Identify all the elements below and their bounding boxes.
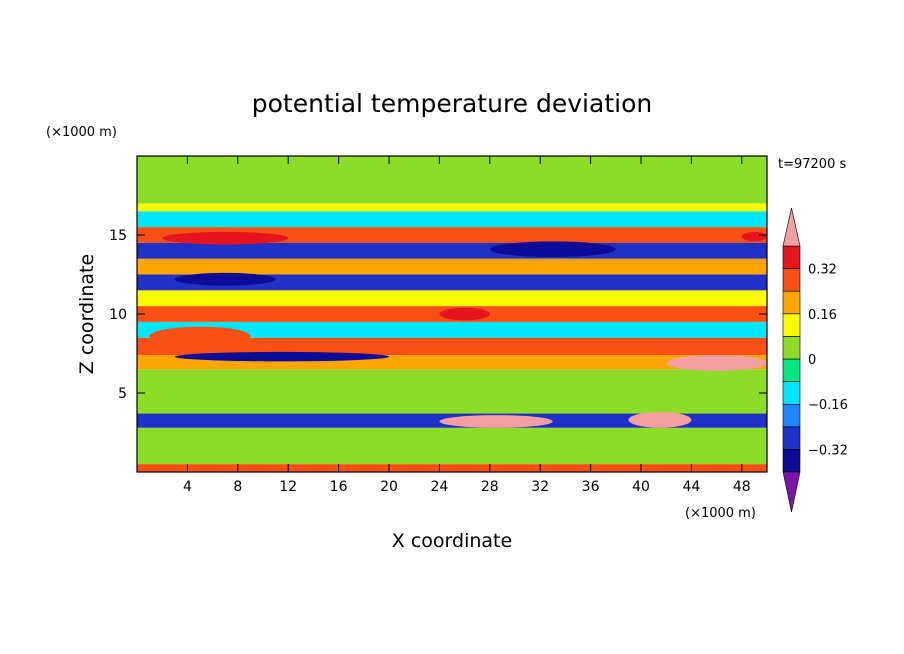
- field-band: [137, 321, 767, 338]
- field-feature: [489, 241, 616, 258]
- x-tick-label: 24: [430, 479, 448, 495]
- colorbar-top-arrow: [782, 207, 801, 247]
- x-tick-label: 16: [330, 479, 348, 495]
- field-feature: [174, 272, 276, 286]
- x-tick-label: 48: [733, 479, 751, 495]
- x-tick-label: 28: [481, 479, 499, 495]
- colorbar-bottom-arrow: [782, 471, 801, 513]
- x-tick-label: 4: [183, 479, 192, 495]
- colorbar-bin: [782, 313, 801, 337]
- time-label: t=97200 s: [778, 157, 846, 172]
- colorbar-bin: [782, 403, 801, 428]
- colorbar-tick-label: 0: [808, 353, 816, 368]
- field-band: [137, 369, 767, 414]
- colorbar-tick-label: −0.16: [808, 398, 848, 413]
- field-band: [137, 211, 767, 228]
- x-tick-label: 40: [632, 479, 650, 495]
- field-feature: [149, 326, 251, 346]
- y-tick-label: 15: [109, 228, 127, 244]
- field-layer: [137, 156, 767, 472]
- field-band: [137, 203, 767, 212]
- field-feature: [439, 415, 553, 428]
- x-tick-label: 32: [531, 479, 549, 495]
- field-band: [137, 242, 767, 259]
- colorbar-bin: [782, 290, 801, 315]
- x-tick-label: 44: [682, 479, 700, 495]
- field-band: [137, 156, 767, 204]
- field-feature: [174, 351, 389, 362]
- field-feature: [628, 411, 692, 428]
- chart-title: potential temperature deviation: [252, 89, 652, 118]
- colorbar-tick-label: 0.16: [808, 308, 837, 323]
- field-feature: [666, 355, 767, 371]
- colorbar-bin: [782, 336, 801, 360]
- y-tick-label: 5: [118, 386, 127, 402]
- x-axis-unit: (×1000 m): [685, 506, 756, 521]
- colorbar-tick-label: 0.32: [808, 263, 837, 278]
- y-tick-label: 10: [109, 307, 127, 323]
- x-tick-label: 8: [233, 479, 242, 495]
- field-band: [137, 337, 767, 356]
- y-axis-label: Z coordinate: [76, 254, 98, 374]
- colorbar-bin: [782, 268, 801, 292]
- y-axis-unit: (×1000 m): [46, 125, 117, 140]
- field-band: [137, 274, 767, 291]
- x-tick-label: 12: [279, 479, 297, 495]
- x-tick-label: 20: [380, 479, 398, 495]
- colorbar-bin: [782, 426, 801, 450]
- colorbar-bin: [782, 358, 801, 382]
- colorbar-bin: [782, 245, 801, 269]
- field-band: [137, 258, 767, 275]
- field-band: [137, 227, 767, 243]
- colorbar-bin: [782, 449, 801, 473]
- field-band: [137, 290, 767, 307]
- x-axis-label: X coordinate: [392, 530, 512, 552]
- colorbar: 0.32 0.16 0 −0.16 −0.32: [782, 207, 848, 513]
- colorbar-tick-label: −0.32: [808, 443, 848, 458]
- colorbar-bin: [782, 381, 801, 405]
- field-feature: [439, 307, 490, 321]
- field-band: [137, 464, 767, 472]
- field-band: [137, 427, 767, 465]
- x-tick-label: 36: [582, 479, 600, 495]
- field-feature: [741, 231, 767, 242]
- field-feature: [162, 231, 289, 245]
